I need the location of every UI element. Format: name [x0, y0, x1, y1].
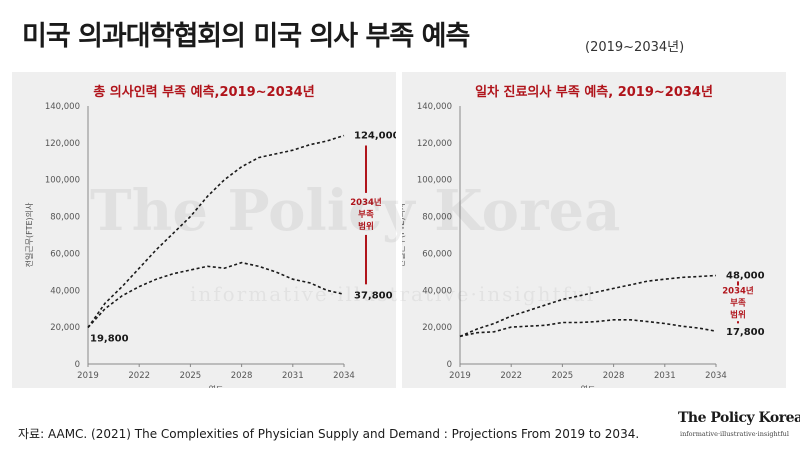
primary-range-label: 부족 [730, 298, 746, 308]
page-title: 미국 의과대학협회의 미국 의사 부족 예측 [22, 21, 470, 52]
primary-ytick-label: 100,000 [417, 176, 452, 186]
primary-xtick-label: 2025 [552, 371, 574, 381]
primary-series-lower-line [459, 319, 717, 338]
total-ytick-label: 20,000 [50, 323, 80, 333]
chart-primary-svg: 0 20,000 40,000 60,000 80,000 100,000 120,000 1… [402, 102, 765, 388]
total-ytick-label: 100,000 [45, 176, 80, 186]
primary-y-axis-title: 전일근무(FTE)의사 [402, 202, 406, 267]
primary-ytick-label: 140,000 [417, 102, 452, 112]
total-ytick-label: 40,000 [50, 286, 80, 296]
total-range-label: 범위 [358, 221, 374, 232]
brand-tagline: informative·illustrative·insightful [680, 430, 789, 438]
total-xtick-label: 2022 [128, 371, 150, 381]
primary-lower-end-label: 17,800 [726, 327, 765, 338]
chart-panel-primary: 0 20,000 40,000 60,000 80,000 100,000 120,000 1… [402, 72, 786, 388]
total-xtick-label: 2025 [180, 371, 202, 381]
primary-ytick-label: 60,000 [422, 249, 452, 259]
page-subtitle: (2019~2034년) [585, 40, 685, 55]
primary-ytick-label: 120,000 [417, 139, 452, 149]
chart-total-title: 총 의사인력 부족 예측,2019~2034년 [93, 85, 315, 100]
total-lower-end-label: 37,800 [354, 290, 393, 301]
primary-series-upper-line [459, 274, 717, 338]
source-note: 자료: AAMC. (2021) The Complexities of Phy… [18, 427, 640, 441]
primary-xtick-label: 2031 [654, 371, 676, 381]
total-ytick-label: 0 [75, 360, 80, 370]
total-ytick-label: 80,000 [50, 213, 80, 223]
total-x-axis-title: 연도 [209, 385, 224, 388]
primary-ytick-label: 0 [447, 360, 452, 370]
primary-ytick-label: 80,000 [422, 213, 452, 223]
total-xtick-label: 2034 [333, 371, 355, 381]
primary-range-label: 범위 [730, 309, 746, 320]
primary-x-axis-title: 연도 [581, 385, 596, 388]
total-range-label: 부족 [358, 210, 374, 220]
total-series-lower-line [87, 261, 345, 329]
primary-range-label: 2034년 [722, 285, 754, 296]
total-ytick-label: 120,000 [45, 139, 80, 149]
primary-xtick-label: 2019 [449, 371, 471, 381]
primary-upper-end-label: 48,000 [726, 271, 765, 282]
primary-ytick-label: 40,000 [422, 286, 452, 296]
primary-xtick-label: 2022 [500, 371, 522, 381]
total-xtick-label: 2019 [77, 371, 99, 381]
primary-xtick-label: 2034 [705, 371, 727, 381]
total-upper-end-label: 124,000 [354, 130, 396, 141]
total-y-axis-title: 전일근무(FTE)의사 [24, 202, 34, 267]
chart-primary-title: 일차 진료의사 부족 예측, 2019~2034년 [475, 85, 713, 100]
chart-panel-total: 0 20,000 40,000 60,000 80,000 100,000 120,000 1… [12, 72, 396, 388]
brand-logo: The Policy Korea [678, 410, 800, 426]
total-start-label: 19,800 [90, 334, 129, 345]
total-xtick-label: 2031 [282, 371, 304, 381]
total-series-upper-line [87, 134, 345, 328]
primary-ytick-label: 20,000 [422, 323, 452, 333]
primary-xtick-label: 2028 [603, 371, 625, 381]
total-xtick-label: 2028 [231, 371, 253, 381]
total-range-label: 2034년 [350, 197, 382, 208]
chart-total-svg: 0 20,000 40,000 60,000 80,000 100,000 120,000 1… [24, 102, 396, 388]
total-ytick-label: 140,000 [45, 102, 80, 112]
total-ytick-label: 60,000 [50, 249, 80, 259]
